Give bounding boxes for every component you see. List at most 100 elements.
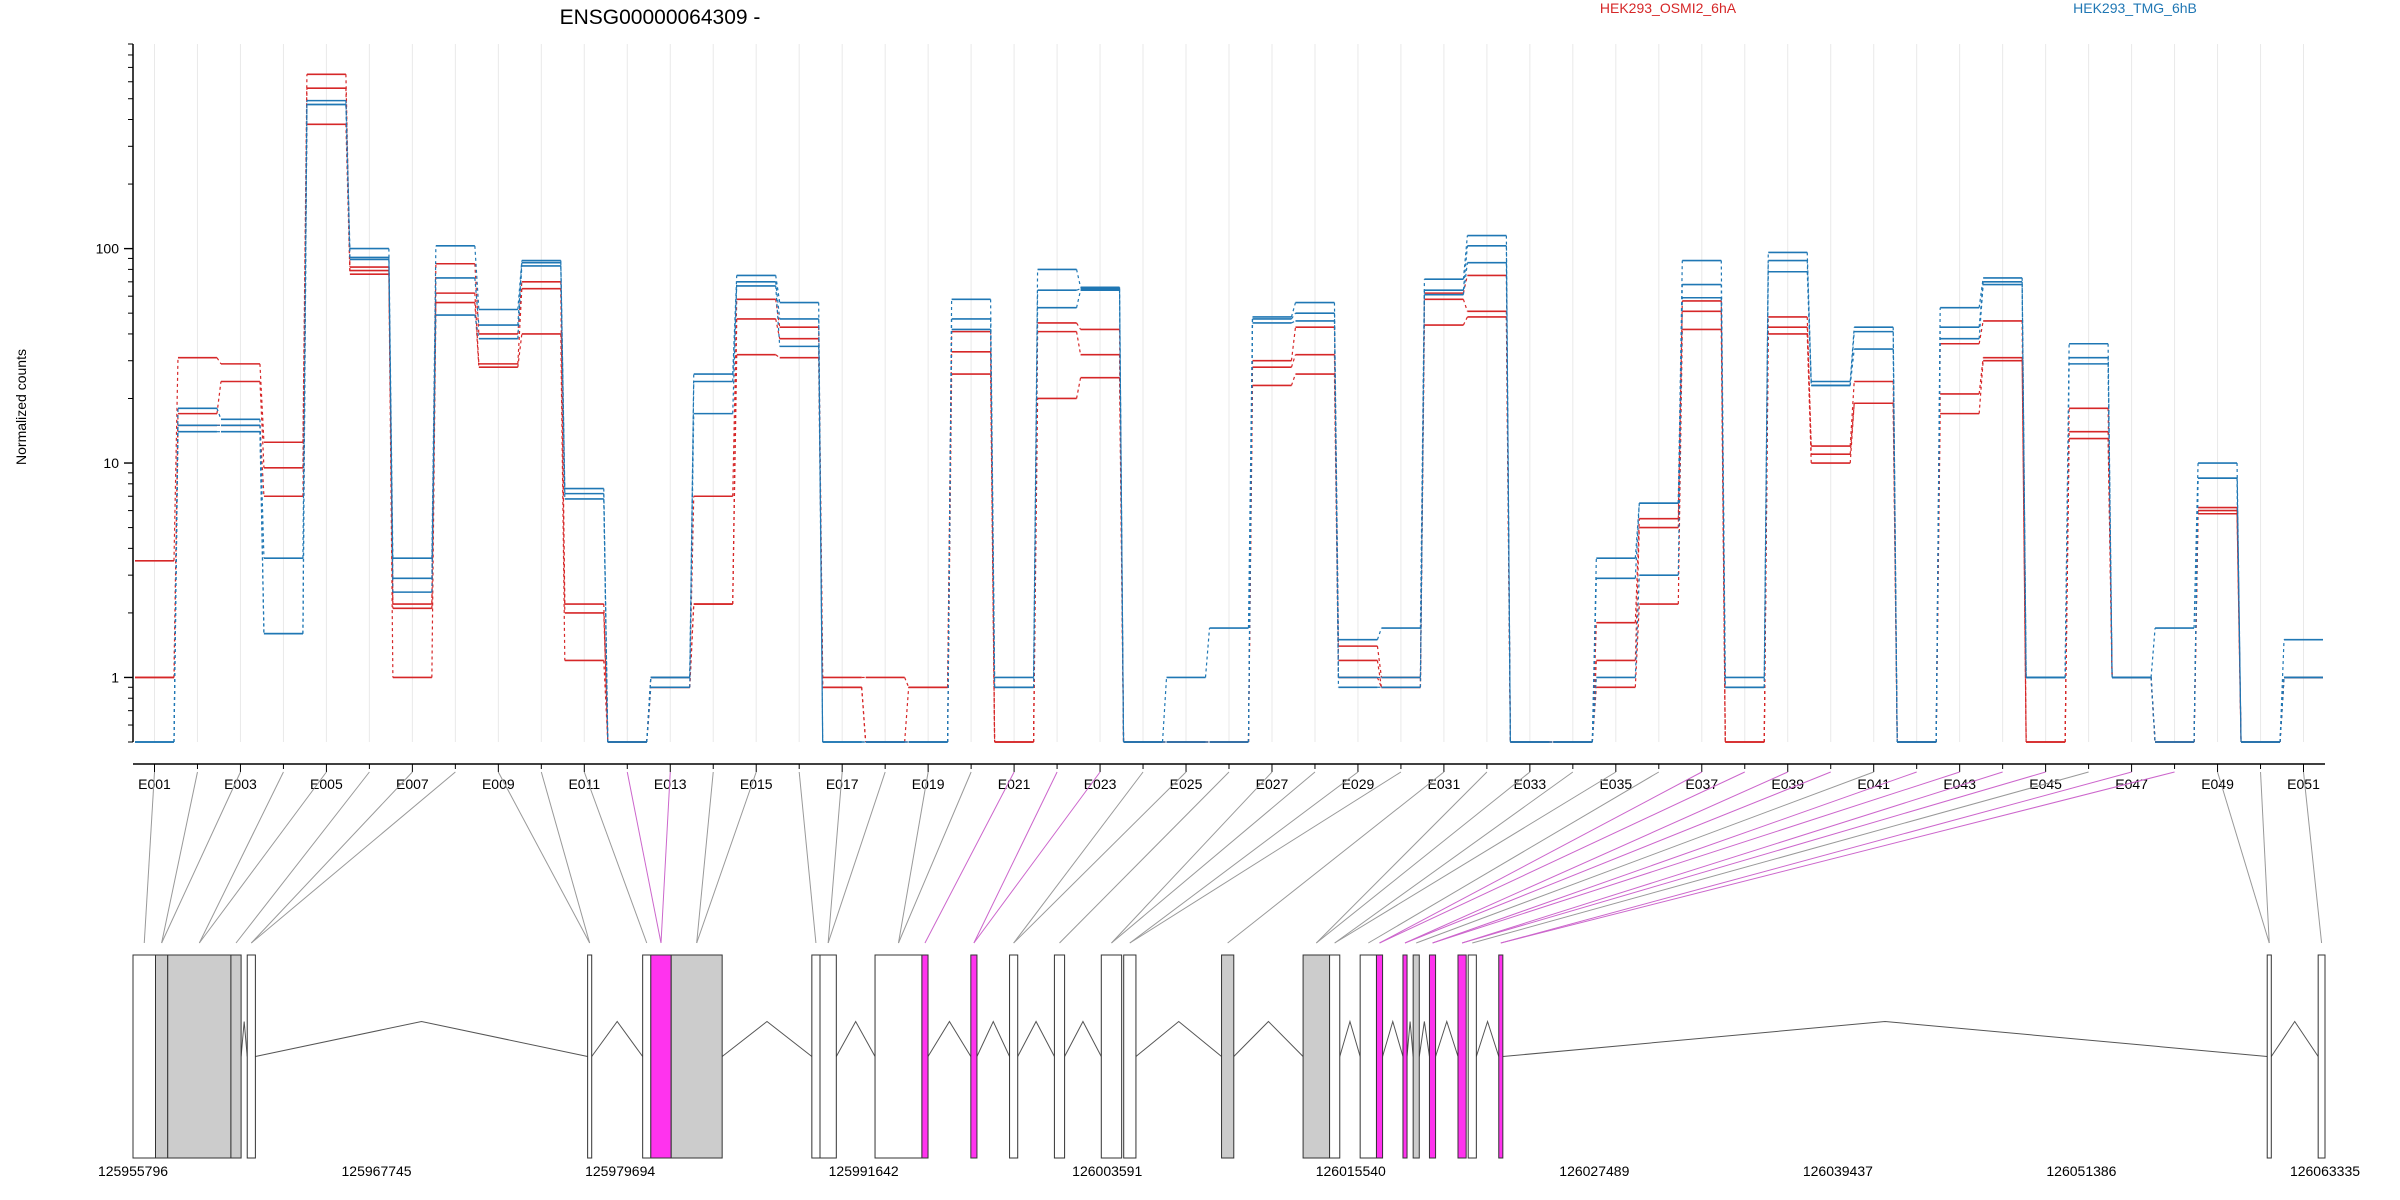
exon-block <box>874 954 923 1159</box>
series-connector <box>173 357 179 561</box>
exon-block <box>1009 954 1019 1159</box>
series-connector <box>1419 290 1426 678</box>
series-connector <box>1075 290 1082 308</box>
series-connector <box>1849 403 1855 464</box>
x-tick-label: E035 <box>1599 776 1632 792</box>
series-connector <box>775 285 781 347</box>
exon-connector <box>1461 771 2046 944</box>
genomic-coordinate-label: 125955796 <box>98 1163 168 1179</box>
series-connector <box>1720 300 1726 743</box>
series-connector <box>173 431 179 743</box>
series-connector <box>1290 302 1297 318</box>
series-connector <box>216 381 222 414</box>
series-connector <box>1634 503 1640 579</box>
series-connector <box>1720 284 1726 688</box>
series-connector <box>1462 262 1468 295</box>
exon-connector <box>1129 771 1359 944</box>
series-connector <box>2064 363 2070 678</box>
exon-block <box>246 954 256 1159</box>
series-connector <box>1634 575 1640 678</box>
exon-connector <box>1379 771 1745 944</box>
exon-connector <box>1404 771 1788 944</box>
intron-line <box>1475 1019 1500 1057</box>
series-connector <box>1462 316 1468 326</box>
series-connector <box>1290 312 1296 320</box>
exon-block <box>970 954 978 1159</box>
exon-block <box>1329 954 1341 1159</box>
series-connector <box>1075 377 1082 399</box>
exon-block <box>1457 954 1467 1159</box>
series-connector <box>560 265 566 499</box>
intron-line <box>1233 1020 1304 1057</box>
series-connector <box>1376 660 1383 688</box>
exon-connector <box>1059 771 1230 944</box>
series-connector <box>1505 245 1511 743</box>
series-connector <box>259 431 265 634</box>
series-connector <box>1247 385 1254 743</box>
series-connector <box>2236 478 2242 743</box>
exon-connector <box>1334 771 1617 944</box>
exon-connector <box>696 771 714 944</box>
series-connector <box>904 687 910 743</box>
legend-entry-tmg: HEK293_TMG_6hB <box>2073 0 2197 16</box>
series-connector <box>1462 245 1468 291</box>
series-connector <box>216 357 222 365</box>
series-connector <box>1978 360 1984 414</box>
exon-connector <box>1013 771 1187 944</box>
x-tick-label: E029 <box>1342 776 1375 792</box>
exon-connector <box>1315 771 1488 944</box>
exon-connector <box>235 771 370 944</box>
series-connector <box>2150 677 2156 743</box>
intron-line <box>927 1020 972 1057</box>
x-tick-label: E015 <box>740 776 773 792</box>
genomic-coordinate-label: 126027489 <box>1559 1163 1629 1179</box>
exon-block <box>132 954 157 1159</box>
intron-line <box>1382 1019 1404 1057</box>
series-connector <box>732 285 738 382</box>
x-tick-label: E009 <box>482 776 515 792</box>
exon-connector <box>198 771 284 944</box>
exon-block <box>1412 954 1420 1159</box>
exon-connector <box>973 771 1058 944</box>
x-tick-label: E047 <box>2115 776 2148 792</box>
series-connector <box>1076 322 1082 330</box>
exon-connector <box>583 771 648 944</box>
series-connector <box>818 318 824 743</box>
exon-connector <box>143 771 155 944</box>
series-connector <box>560 333 566 661</box>
series-connector <box>1204 627 1211 678</box>
series-connector <box>431 315 437 593</box>
x-tick-label: E049 <box>2201 776 2234 792</box>
chart-title: ENSG00000064309 - <box>560 6 761 29</box>
exon-block <box>1402 954 1408 1159</box>
genomic-coordinate-label: 126039437 <box>1803 1163 1873 1179</box>
exon-connector <box>1013 771 1144 944</box>
exon-connector <box>1379 771 1703 944</box>
intron-line <box>1339 1019 1361 1057</box>
series-connector <box>1634 527 1640 661</box>
exon-block <box>1467 954 1477 1159</box>
gene-model: 125955796 125967745 125979694 125991642 1260… <box>98 954 2360 1179</box>
legend-entry-osmi2: HEK293_OSMI2_6hA <box>1600 0 1737 16</box>
exon-connector <box>1129 771 1402 944</box>
exon-block <box>1100 954 1123 1159</box>
exon-block <box>642 954 652 1159</box>
exon-block <box>1302 954 1331 1159</box>
exon-connector <box>1472 771 2089 944</box>
series-connector <box>1376 627 1382 640</box>
exon-block <box>155 954 169 1159</box>
series-connector <box>775 299 781 328</box>
series-connector <box>1677 297 1683 576</box>
series-connector <box>1462 299 1468 312</box>
x-tick-label: E019 <box>912 776 945 792</box>
exon-block <box>167 954 232 1159</box>
genomic-coordinate-label: 126063335 <box>2290 1163 2360 1179</box>
genomic-coordinate-label: 126051386 <box>2046 1163 2116 1179</box>
series-connector <box>259 363 265 443</box>
exon-connector <box>198 771 327 944</box>
x-tick-label: E017 <box>826 776 859 792</box>
y-tick-label: 10 <box>103 455 119 471</box>
exon-connector <box>1111 771 1273 944</box>
